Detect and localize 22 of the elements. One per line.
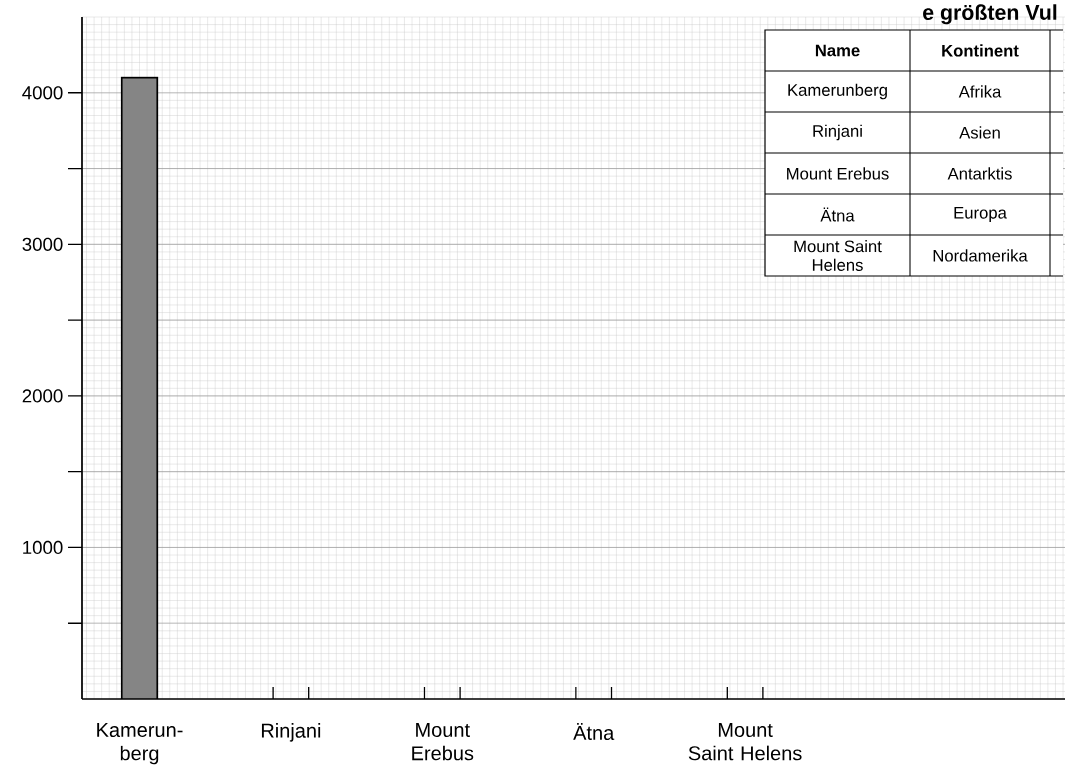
text: Afrika bbox=[958, 85, 1002, 98]
x-tick-label: Ätna bbox=[573, 723, 615, 740]
x-tick-label: Mount Saint Helens bbox=[688, 723, 802, 761]
text: e größten Vul bbox=[923, 4, 1057, 25]
text: Antarktis bbox=[947, 167, 1012, 180]
y-tick-label: 2000 bbox=[22, 389, 63, 403]
text: Asien bbox=[959, 126, 1000, 139]
y-tick-label: 4000 bbox=[22, 86, 63, 100]
x-tick-label: Rinjani bbox=[261, 723, 321, 742]
annotation: Mount Erebus bbox=[787, 167, 889, 180]
y-tick-label: 1000 bbox=[23, 540, 63, 555]
annotation: Rinjani bbox=[813, 124, 862, 141]
text: Nordamerika bbox=[933, 249, 1028, 262]
x-tick-label: Mount Erebus bbox=[412, 723, 474, 761]
x-tick-label: Kamerun-berg bbox=[97, 723, 183, 765]
y-tick-label: 3000 bbox=[22, 237, 63, 251]
annotation: Ätna bbox=[820, 207, 855, 222]
annotation: Mount Saint Helens bbox=[794, 240, 882, 271]
annotation: Name bbox=[815, 44, 860, 57]
annotation: Kamerunberg bbox=[788, 83, 887, 100]
text: Kontinent bbox=[942, 44, 1019, 57]
text: Europa bbox=[954, 207, 1007, 222]
